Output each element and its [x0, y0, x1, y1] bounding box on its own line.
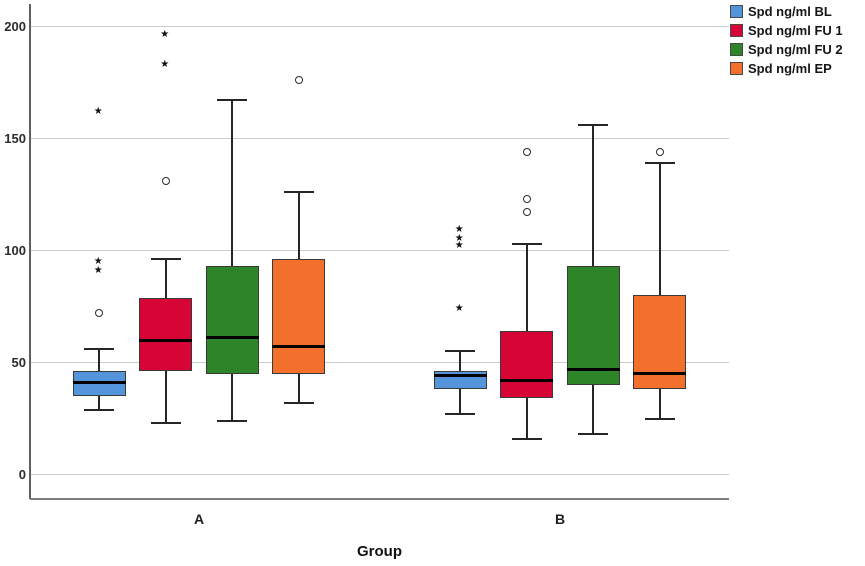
whisker-cap-high [150, 258, 181, 261]
x-category-label: B [554, 511, 566, 527]
box [205, 266, 259, 374]
outlier-circle [161, 177, 170, 186]
outlier-circle [522, 147, 531, 156]
y-tick-label: 100 [4, 242, 26, 258]
legend-label: Spd ng/ml FU 1 [748, 23, 843, 38]
outlier-circle [655, 147, 664, 156]
outlier-star: ★ [93, 105, 103, 117]
outlier-star: ★ [454, 302, 464, 314]
box [566, 266, 620, 385]
whisker-cap-low [150, 421, 181, 424]
whisker [231, 100, 234, 421]
whisker-cap-low [578, 433, 609, 436]
whisker-cap-high [217, 99, 248, 102]
outlier-circle [522, 194, 531, 203]
median-line [566, 367, 620, 371]
whisker-cap-low [84, 408, 115, 411]
median-line [433, 374, 487, 378]
gridline [30, 26, 729, 27]
outlier-star: ★ [93, 255, 103, 267]
outlier-star: ★ [160, 29, 170, 41]
box [633, 295, 687, 390]
whisker-cap-low [217, 419, 248, 422]
outlier-circle [294, 76, 303, 85]
legend-label: Spd ng/ml FU 2 [748, 42, 843, 57]
gridline [30, 474, 729, 475]
box [500, 331, 554, 399]
legend-entry: Spd ng/ml BL [730, 2, 843, 21]
outlier-star: ★ [160, 58, 170, 70]
outlier-circle [522, 208, 531, 217]
median-line [500, 378, 554, 382]
whisker-cap-low [511, 437, 542, 440]
whisker-cap-high [644, 162, 675, 165]
outlier-star: ★ [93, 264, 103, 276]
y-tick-label: 200 [4, 18, 26, 34]
median-line [139, 338, 193, 342]
whisker [658, 163, 661, 419]
legend: Spd ng/ml BL Spd ng/ml FU 1 Spd ng/ml FU 2… [730, 2, 843, 78]
x-category-label: A [193, 511, 205, 527]
y-tick-label: 0 [18, 466, 26, 482]
whisker-cap-high [445, 350, 476, 353]
whisker-cap-low [644, 417, 675, 420]
median-line [72, 381, 126, 385]
median-line [205, 336, 259, 340]
box [272, 259, 326, 374]
whisker-cap-high [511, 242, 542, 245]
legend-swatch [730, 62, 743, 75]
x-axis-line [30, 498, 729, 500]
outlier-star: ★ [454, 224, 464, 236]
outlier-star: ★ [454, 233, 464, 245]
legend-swatch [730, 24, 743, 37]
box [139, 297, 193, 372]
whisker-cap-high [84, 348, 115, 351]
whisker-cap-low [445, 413, 476, 416]
legend-entry: Spd ng/ml EP [730, 59, 843, 78]
outlier-circle [95, 309, 104, 318]
legend-entry: Spd ng/ml FU 1 [730, 21, 843, 40]
legend-entry: Spd ng/ml FU 2 [730, 40, 843, 59]
y-tick-label: 150 [4, 130, 26, 146]
legend-label: Spd ng/ml BL [748, 4, 832, 19]
outlier-star: ★ [454, 240, 464, 252]
y-tick-label: 50 [11, 354, 26, 370]
gridline [30, 362, 729, 363]
whisker-cap-low [283, 401, 314, 404]
gridline [30, 138, 729, 139]
legend-swatch [730, 43, 743, 56]
whisker-cap-high [578, 124, 609, 127]
y-axis-line [29, 4, 31, 499]
median-line [272, 345, 326, 349]
legend-swatch [730, 5, 743, 18]
median-line [633, 372, 687, 376]
gridline [30, 250, 729, 251]
whisker-cap-high [283, 191, 314, 194]
legend-label: Spd ng/ml EP [748, 61, 832, 76]
x-axis-title: Group [357, 543, 402, 560]
